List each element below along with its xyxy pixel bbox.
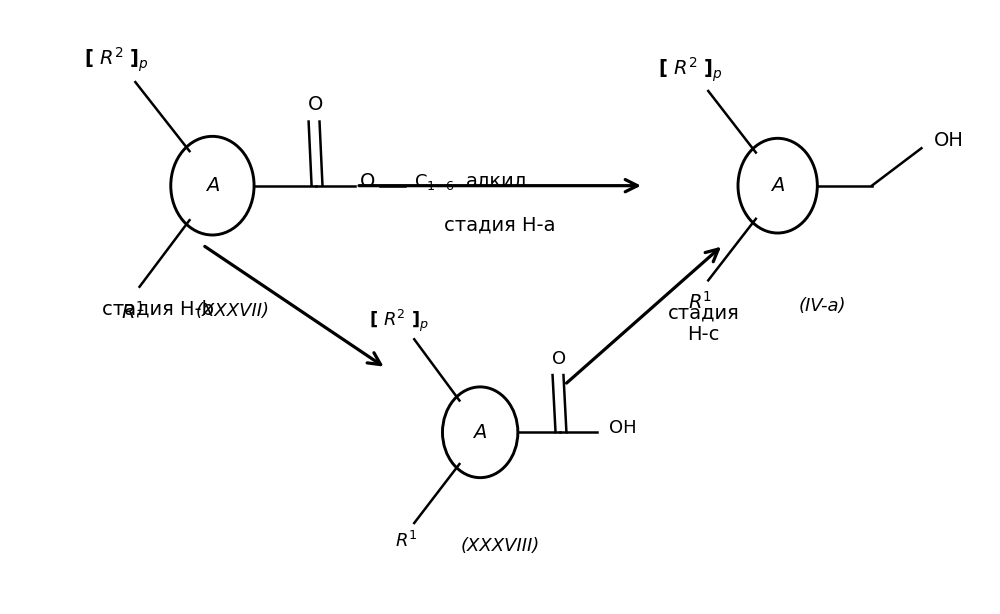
Text: $R^1$: $R^1$	[395, 531, 418, 551]
Text: $\mathrm{C}_{1\mathrm{-}6}$: $\mathrm{C}_{1\mathrm{-}6}$	[414, 172, 454, 192]
Text: O: O	[552, 350, 567, 368]
Text: $\mathbf{[}\ R^2\ \mathbf{]}_p$: $\mathbf{[}\ R^2\ \mathbf{]}_p$	[369, 308, 429, 334]
Text: стадия H-b: стадия H-b	[102, 300, 214, 319]
Text: O: O	[359, 172, 375, 191]
Text: алкил: алкил	[466, 172, 528, 191]
Text: $\mathbf{[}\ R^2\ \mathbf{]}_p$: $\mathbf{[}\ R^2\ \mathbf{]}_p$	[658, 55, 723, 84]
Text: $R^1$: $R^1$	[688, 290, 712, 313]
Text: стадия
H-c: стадия H-c	[667, 303, 739, 344]
Text: A: A	[771, 176, 784, 195]
Text: (XXXVII): (XXXVII)	[195, 303, 269, 321]
Text: OH: OH	[934, 131, 964, 150]
Text: $R^1$: $R^1$	[121, 300, 145, 322]
Text: (IV-a): (IV-a)	[799, 297, 846, 316]
Text: O: O	[308, 95, 323, 114]
Text: стадия H-a: стадия H-a	[444, 216, 556, 235]
Text: $\mathbf{[}\ R^2\ \mathbf{]}_p$: $\mathbf{[}\ R^2\ \mathbf{]}_p$	[84, 45, 149, 74]
Text: A: A	[206, 176, 219, 195]
Text: (XXXVIII): (XXXVIII)	[460, 537, 540, 554]
Text: A: A	[473, 423, 487, 442]
Text: OH: OH	[609, 419, 637, 437]
